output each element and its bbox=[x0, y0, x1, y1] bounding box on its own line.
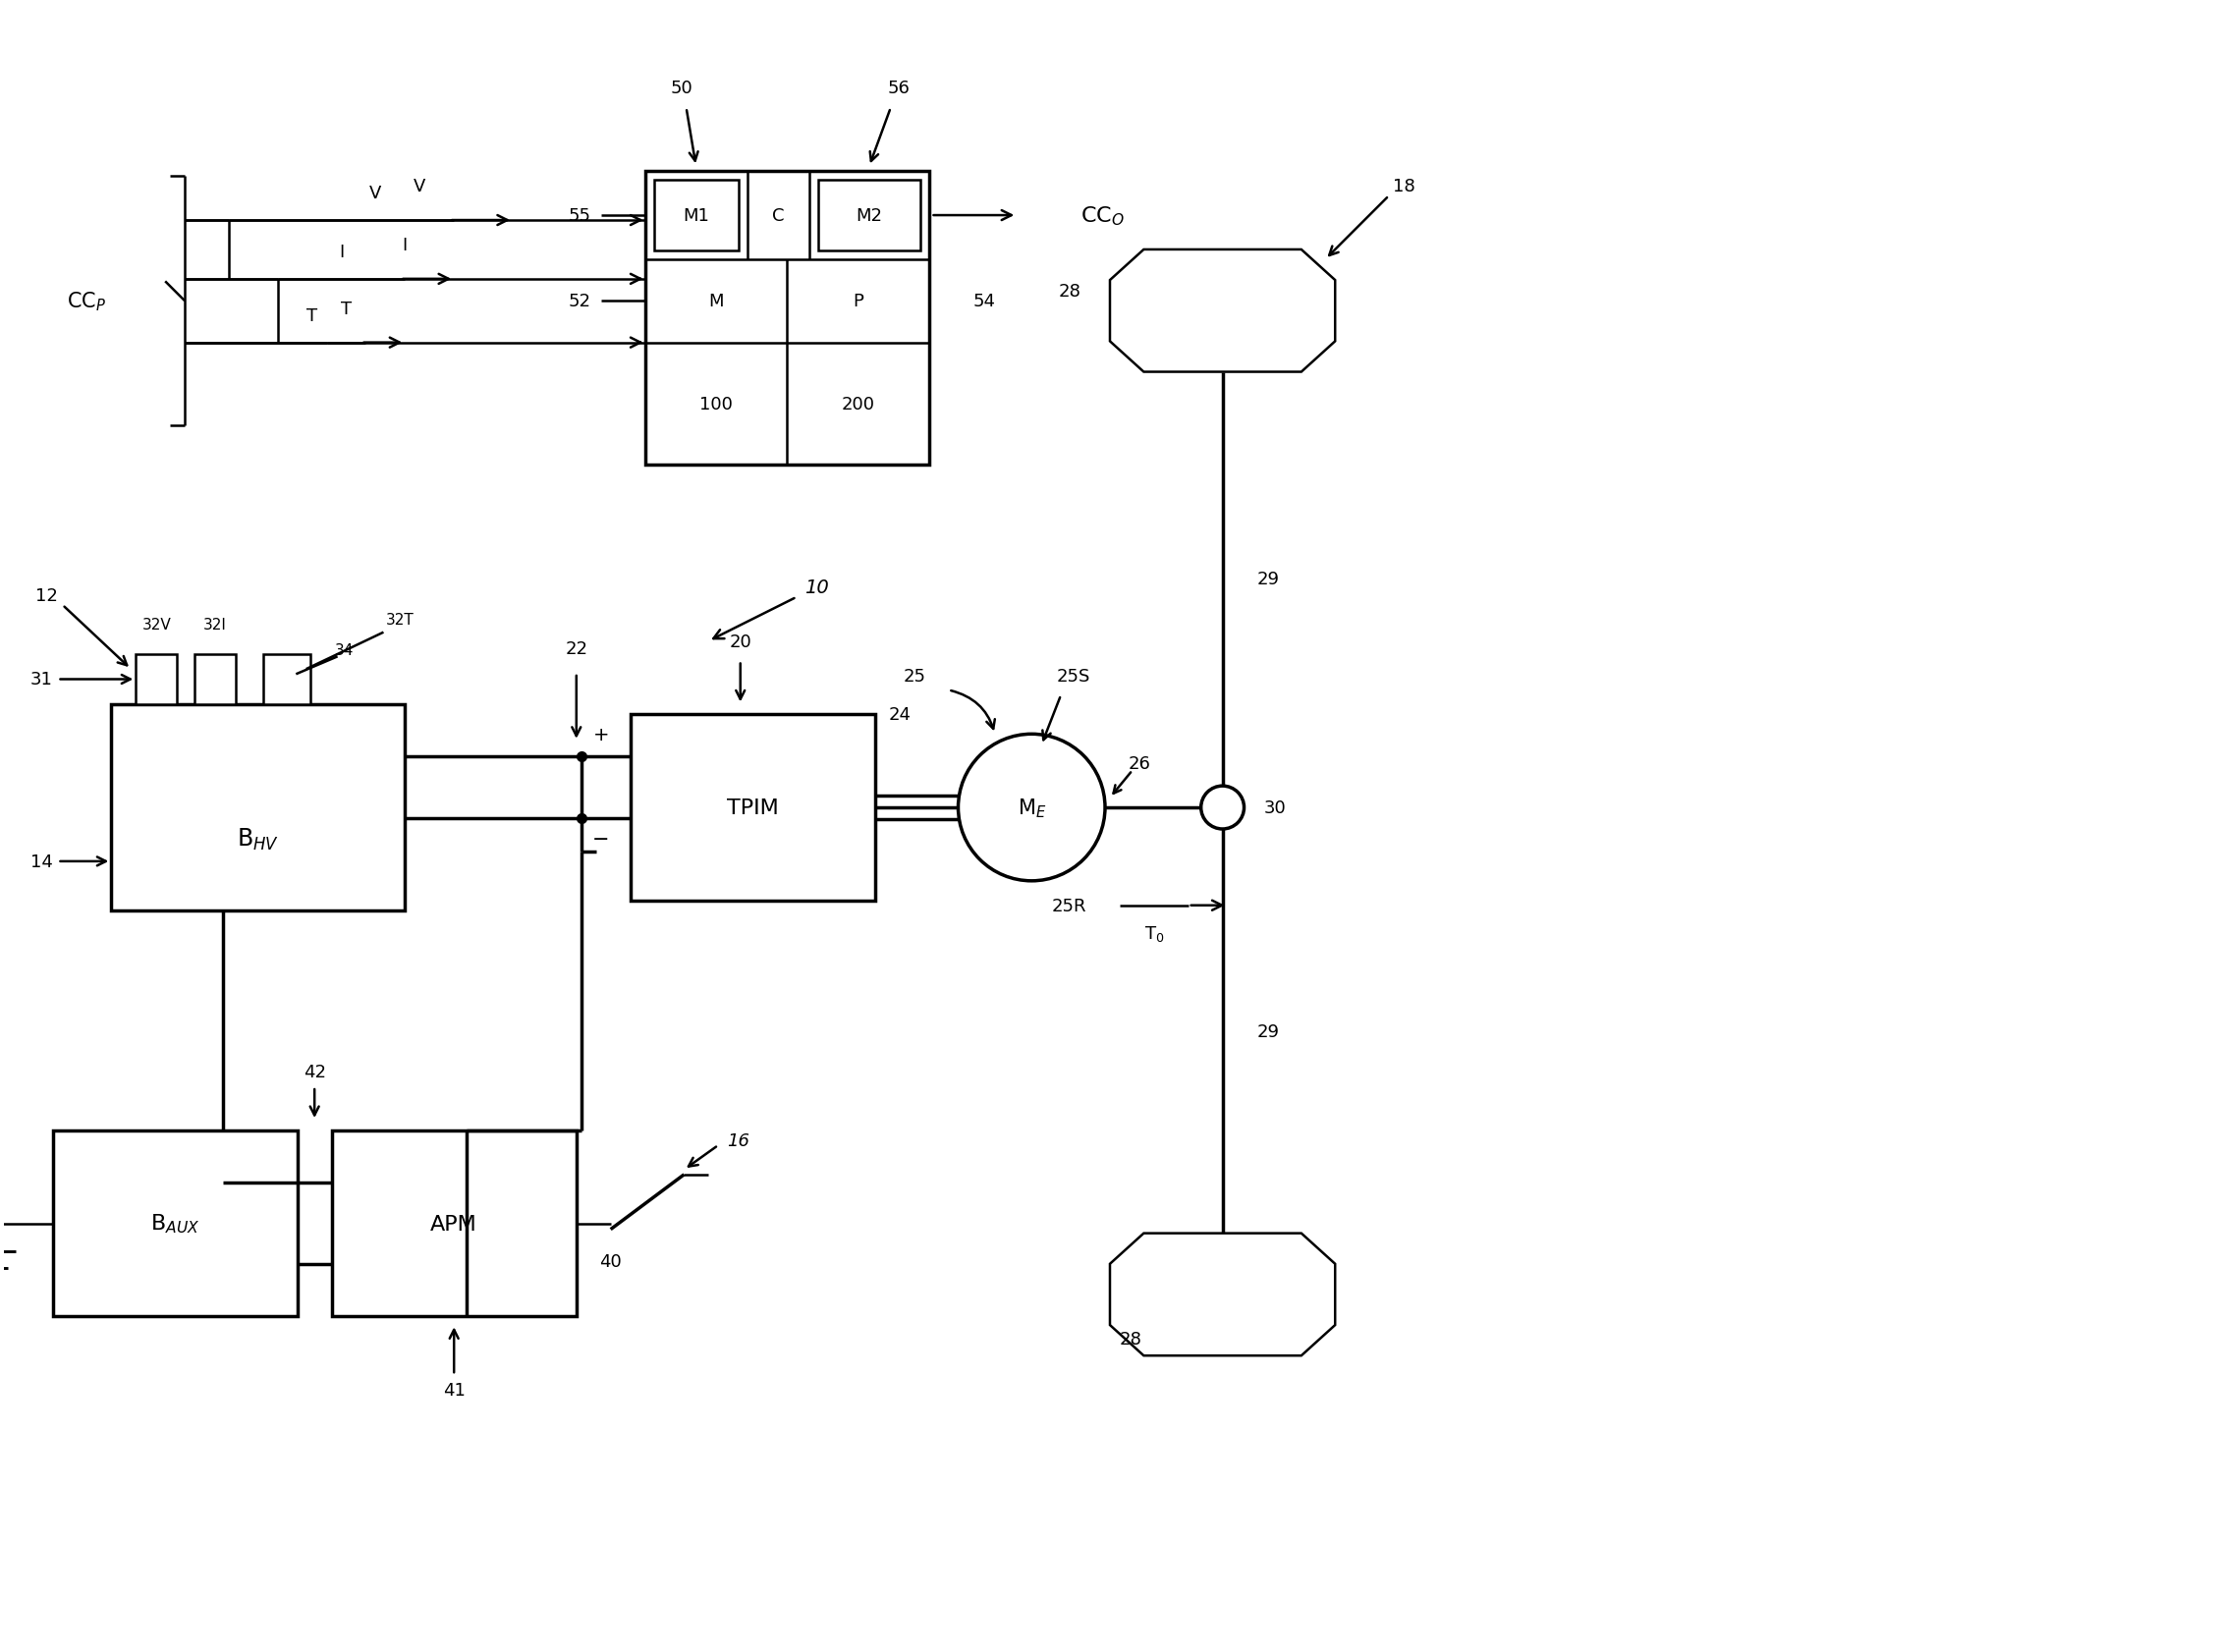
Text: 28: 28 bbox=[1058, 282, 1080, 301]
Text: 32I: 32I bbox=[204, 618, 226, 633]
FancyBboxPatch shape bbox=[135, 654, 177, 705]
Text: 28: 28 bbox=[1120, 1330, 1142, 1348]
Text: −: − bbox=[593, 829, 609, 849]
Text: 54: 54 bbox=[972, 292, 996, 311]
Text: 32V: 32V bbox=[142, 618, 170, 633]
Text: C: C bbox=[773, 206, 784, 225]
Text: 20: 20 bbox=[728, 633, 751, 651]
Text: 29: 29 bbox=[1258, 1023, 1280, 1041]
FancyBboxPatch shape bbox=[263, 654, 310, 705]
FancyBboxPatch shape bbox=[644, 172, 930, 466]
Text: 56: 56 bbox=[888, 79, 910, 97]
Text: +: + bbox=[593, 725, 609, 745]
Text: 52: 52 bbox=[569, 292, 591, 311]
Text: 26: 26 bbox=[1129, 755, 1151, 773]
FancyBboxPatch shape bbox=[631, 715, 875, 900]
Text: 32T: 32T bbox=[385, 613, 414, 628]
Text: 42: 42 bbox=[303, 1064, 325, 1080]
Circle shape bbox=[1200, 786, 1244, 829]
Text: APM: APM bbox=[430, 1214, 478, 1234]
FancyBboxPatch shape bbox=[53, 1130, 297, 1317]
Text: 16: 16 bbox=[726, 1132, 748, 1150]
Text: TPIM: TPIM bbox=[726, 798, 779, 818]
Text: I: I bbox=[339, 243, 343, 261]
FancyBboxPatch shape bbox=[332, 1130, 576, 1317]
Text: 25: 25 bbox=[903, 667, 925, 684]
Text: M$_E$: M$_E$ bbox=[1016, 796, 1045, 819]
Text: B$_{AUX}$: B$_{AUX}$ bbox=[151, 1213, 199, 1236]
FancyBboxPatch shape bbox=[653, 180, 737, 251]
Circle shape bbox=[959, 735, 1105, 881]
Text: 29: 29 bbox=[1258, 570, 1280, 588]
Text: I: I bbox=[403, 236, 407, 254]
Text: M: M bbox=[708, 292, 724, 311]
Text: 50: 50 bbox=[671, 79, 693, 97]
Text: 22: 22 bbox=[565, 639, 587, 657]
Text: 30: 30 bbox=[1264, 800, 1286, 816]
Text: 55: 55 bbox=[569, 206, 591, 225]
FancyBboxPatch shape bbox=[195, 654, 235, 705]
Text: M1: M1 bbox=[682, 206, 708, 225]
Text: T$_0$: T$_0$ bbox=[1145, 923, 1165, 943]
Text: 100: 100 bbox=[700, 395, 733, 413]
Text: 31: 31 bbox=[31, 671, 53, 689]
Text: 34: 34 bbox=[334, 643, 354, 657]
Text: M2: M2 bbox=[857, 206, 883, 225]
Text: 41: 41 bbox=[443, 1381, 465, 1399]
Polygon shape bbox=[1109, 1234, 1335, 1356]
Text: B$_{HV}$: B$_{HV}$ bbox=[237, 826, 279, 851]
Text: CC$_O$: CC$_O$ bbox=[1080, 205, 1125, 228]
FancyBboxPatch shape bbox=[111, 705, 405, 910]
Text: T: T bbox=[306, 307, 317, 325]
FancyBboxPatch shape bbox=[819, 180, 921, 251]
Text: V: V bbox=[414, 178, 425, 195]
Text: 25S: 25S bbox=[1056, 667, 1089, 684]
Text: V: V bbox=[370, 185, 381, 202]
Text: 12: 12 bbox=[35, 586, 58, 605]
Text: 18: 18 bbox=[1393, 178, 1415, 195]
Text: P: P bbox=[852, 292, 863, 311]
Text: 10: 10 bbox=[804, 578, 828, 596]
Text: CC$_P$: CC$_P$ bbox=[66, 291, 106, 314]
Text: 25R: 25R bbox=[1052, 897, 1087, 915]
Text: 14: 14 bbox=[31, 852, 53, 871]
Polygon shape bbox=[1109, 249, 1335, 373]
Text: 200: 200 bbox=[841, 395, 875, 413]
Text: T: T bbox=[341, 301, 352, 317]
Text: 40: 40 bbox=[600, 1252, 622, 1270]
Text: 24: 24 bbox=[888, 705, 910, 724]
